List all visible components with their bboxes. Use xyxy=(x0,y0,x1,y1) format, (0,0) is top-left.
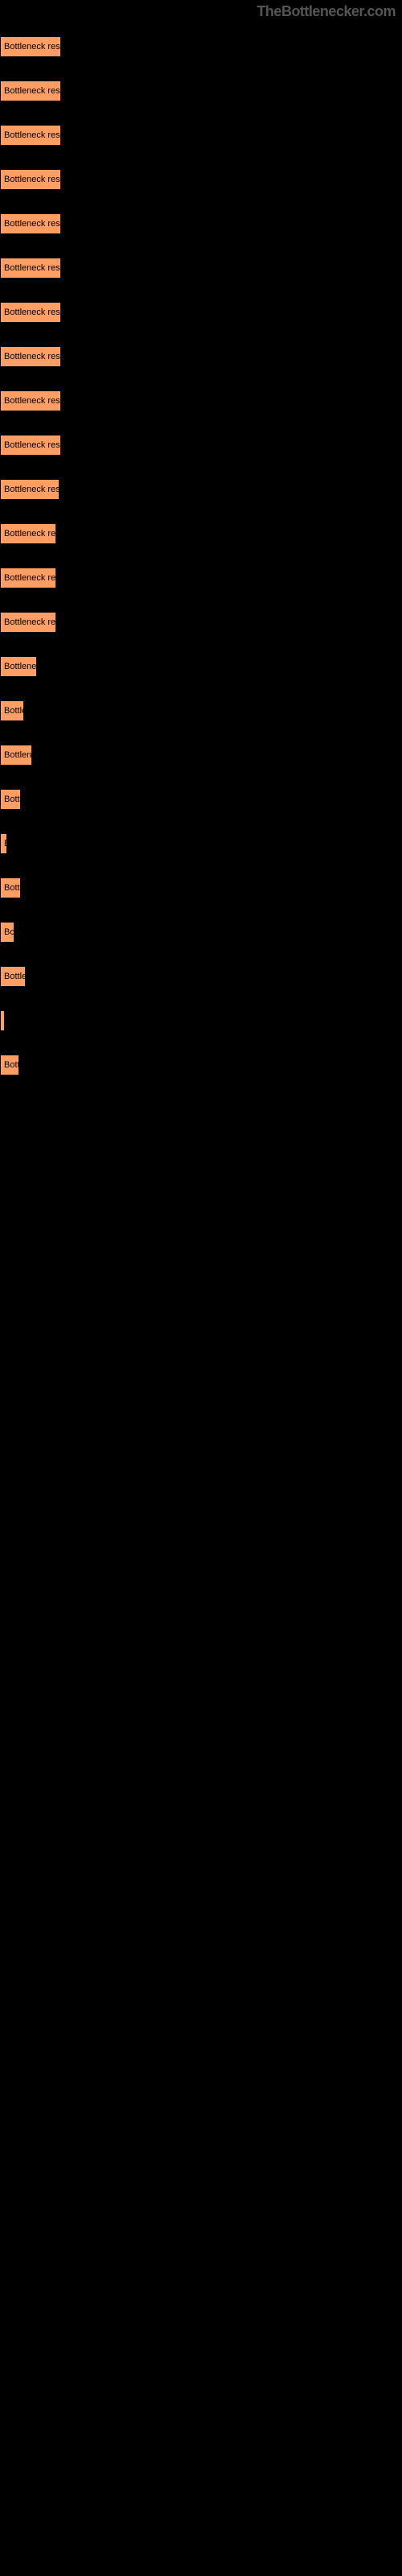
bar: Bottleneck xyxy=(0,745,32,766)
bar: Bottleneck result xyxy=(0,125,61,146)
bar: Bottleneck result xyxy=(0,169,61,190)
bar-chart: Bottleneck result Bottleneck result Bottle… xyxy=(0,0,402,1087)
bar-row: Bottleneck result xyxy=(0,467,402,511)
bar-row: Bottlen xyxy=(0,688,402,733)
bar-row: Bot xyxy=(0,910,402,954)
bar: Bottleneck result xyxy=(0,568,56,588)
bar-row: Bottleneck result xyxy=(0,600,402,644)
bar-row: Bottleneck result xyxy=(0,157,402,201)
bar-row: Bottle xyxy=(0,777,402,821)
bar: Bottleneck result xyxy=(0,213,61,234)
bar-row: Bottleneck result xyxy=(0,423,402,467)
bar: B xyxy=(0,833,7,854)
bar xyxy=(0,1010,5,1031)
bar: Bottleneck result xyxy=(0,390,61,411)
bar-row: Bottleneck result xyxy=(0,68,402,113)
bar-row: Bottl xyxy=(0,1042,402,1087)
bar: Bottleneck result xyxy=(0,479,59,500)
bar-row: Bottle xyxy=(0,865,402,910)
bar: Bottle xyxy=(0,789,21,810)
bar-row: Bottleneck result xyxy=(0,378,402,423)
bar-row: Bottlen xyxy=(0,954,402,998)
bar-row: B xyxy=(0,821,402,865)
bar: Bottle xyxy=(0,877,21,898)
bar: Bottleneck result xyxy=(0,80,61,101)
bar: Bottleneck result xyxy=(0,435,61,456)
bar: Bottl xyxy=(0,1055,19,1075)
bar-row: Bottleneck result xyxy=(0,511,402,555)
bar: Bottleneck result xyxy=(0,302,61,323)
bar: Bottleneck result xyxy=(0,36,61,57)
bar: Bottleneck result xyxy=(0,612,56,633)
bar: Bottleneck xyxy=(0,656,37,677)
bar: Bottleneck result xyxy=(0,523,56,544)
bar-row: Bottleneck result xyxy=(0,334,402,378)
bar: Bottleneck result xyxy=(0,258,61,279)
bar-row: Bottleneck result xyxy=(0,290,402,334)
bar: Bot xyxy=(0,922,14,943)
bar: Bottleneck result xyxy=(0,346,61,367)
bar-row: Bottleneck result xyxy=(0,113,402,157)
bar-row xyxy=(0,998,402,1042)
bar-row: Bottleneck result xyxy=(0,24,402,68)
bar-row: Bottleneck result xyxy=(0,201,402,246)
bar-row: Bottleneck result xyxy=(0,246,402,290)
bar-row: Bottleneck result xyxy=(0,555,402,600)
bar-row: Bottleneck xyxy=(0,644,402,688)
bar-row: Bottleneck xyxy=(0,733,402,777)
bar: Bottlen xyxy=(0,700,24,721)
bar: Bottlen xyxy=(0,966,26,987)
